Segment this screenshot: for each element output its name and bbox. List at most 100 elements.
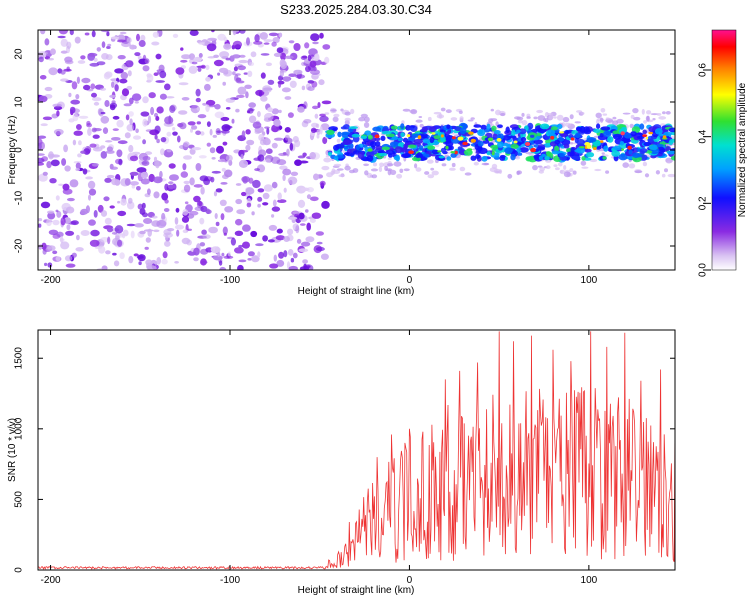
signal-blob — [536, 132, 542, 137]
signal-blob — [473, 124, 482, 128]
noise-blob — [187, 121, 196, 126]
noise-blob — [80, 208, 89, 215]
noise-blob — [52, 219, 60, 226]
band-halo-blob — [667, 173, 675, 178]
signal-blob — [574, 149, 582, 153]
noise-blob — [295, 74, 306, 79]
signal-blob — [530, 134, 535, 138]
band-halo-blob — [666, 161, 671, 164]
noise-blob — [44, 38, 50, 46]
signal-blob — [446, 124, 451, 129]
noise-blob — [105, 250, 111, 255]
noise-blob — [102, 127, 109, 134]
noise-blob — [197, 67, 202, 72]
noise-blob — [119, 252, 125, 260]
band-halo-blob — [661, 173, 666, 178]
noise-blob — [155, 160, 160, 169]
noise-blob — [257, 188, 265, 193]
noise-blob — [120, 198, 127, 206]
noise-blob — [322, 136, 328, 145]
noise-blob — [193, 195, 201, 203]
noise-blob — [271, 108, 279, 115]
signal-blob — [583, 129, 592, 135]
band-halo-blob — [415, 167, 422, 172]
signal-blob — [403, 143, 410, 149]
peak-blob — [451, 136, 456, 140]
signal-blob — [459, 127, 467, 135]
band-halo-blob — [458, 110, 463, 115]
noise-blob — [253, 41, 263, 45]
noise-blob — [305, 209, 309, 213]
band-halo-blob — [589, 158, 598, 163]
noise-blob — [196, 39, 202, 44]
noise-blob — [63, 217, 71, 224]
signal-blob — [605, 131, 610, 136]
noise-blob — [147, 228, 152, 237]
noise-blob — [156, 257, 161, 265]
noise-blob — [125, 114, 130, 121]
noise-blob — [147, 115, 152, 124]
band-halo-blob — [562, 116, 570, 123]
noise-blob — [234, 247, 244, 254]
spec-xtick-label: 100 — [581, 275, 598, 286]
noise-blob — [315, 246, 325, 252]
noise-blob — [71, 252, 77, 258]
noise-blob — [297, 199, 306, 208]
band-halo-blob — [451, 132, 456, 135]
noise-blob — [200, 186, 205, 195]
band-halo-blob — [655, 170, 661, 175]
noise-blob — [66, 66, 70, 72]
band-halo-blob — [481, 162, 490, 166]
signal-blob — [419, 133, 429, 139]
noise-blob — [38, 223, 42, 228]
signal-blob — [576, 138, 585, 146]
noise-blob — [235, 183, 242, 186]
noise-blob — [191, 147, 202, 151]
signal-blob — [581, 156, 586, 161]
noise-blob — [78, 115, 89, 119]
signal-blob — [565, 130, 570, 135]
noise-blob — [131, 151, 141, 155]
noise-blob — [144, 58, 150, 64]
noise-blob — [133, 253, 139, 257]
noise-blob — [292, 211, 303, 215]
peak-blob — [559, 131, 564, 134]
noise-blob — [193, 257, 199, 262]
noise-blob — [310, 69, 320, 75]
spec-ytick-label: 10 — [14, 96, 25, 108]
noise-blob — [114, 84, 119, 92]
noise-blob — [48, 151, 54, 160]
signal-blob — [427, 145, 436, 150]
noise-blob — [47, 262, 53, 268]
peak-blob — [466, 148, 473, 151]
signal-blob — [558, 143, 564, 147]
peak-blob — [620, 131, 625, 136]
noise-blob — [135, 128, 139, 134]
noise-blob — [284, 96, 292, 100]
noise-blob — [271, 214, 275, 218]
signal-blob — [611, 150, 621, 157]
noise-blob — [207, 37, 218, 42]
band-halo-blob — [385, 168, 393, 172]
noise-blob — [142, 96, 149, 104]
noise-blob — [66, 41, 72, 49]
noise-blob — [278, 152, 288, 157]
signal-blob — [669, 138, 675, 143]
noise-blob — [315, 231, 324, 236]
noise-blob — [87, 52, 98, 57]
noise-blob — [306, 194, 312, 200]
noise-blob — [252, 179, 261, 189]
noise-blob — [55, 195, 60, 201]
band-halo-blob — [390, 169, 397, 175]
noise-blob — [219, 266, 227, 270]
signal-blob — [348, 126, 358, 130]
noise-blob — [287, 176, 298, 185]
band-halo-blob — [595, 112, 602, 119]
signal-blob — [402, 137, 409, 143]
noise-blob — [160, 137, 167, 143]
noise-blob — [287, 228, 294, 235]
noise-blob — [254, 130, 261, 135]
band-halo-blob — [563, 171, 571, 178]
noise-blob — [181, 237, 191, 245]
noise-blob — [161, 192, 169, 201]
